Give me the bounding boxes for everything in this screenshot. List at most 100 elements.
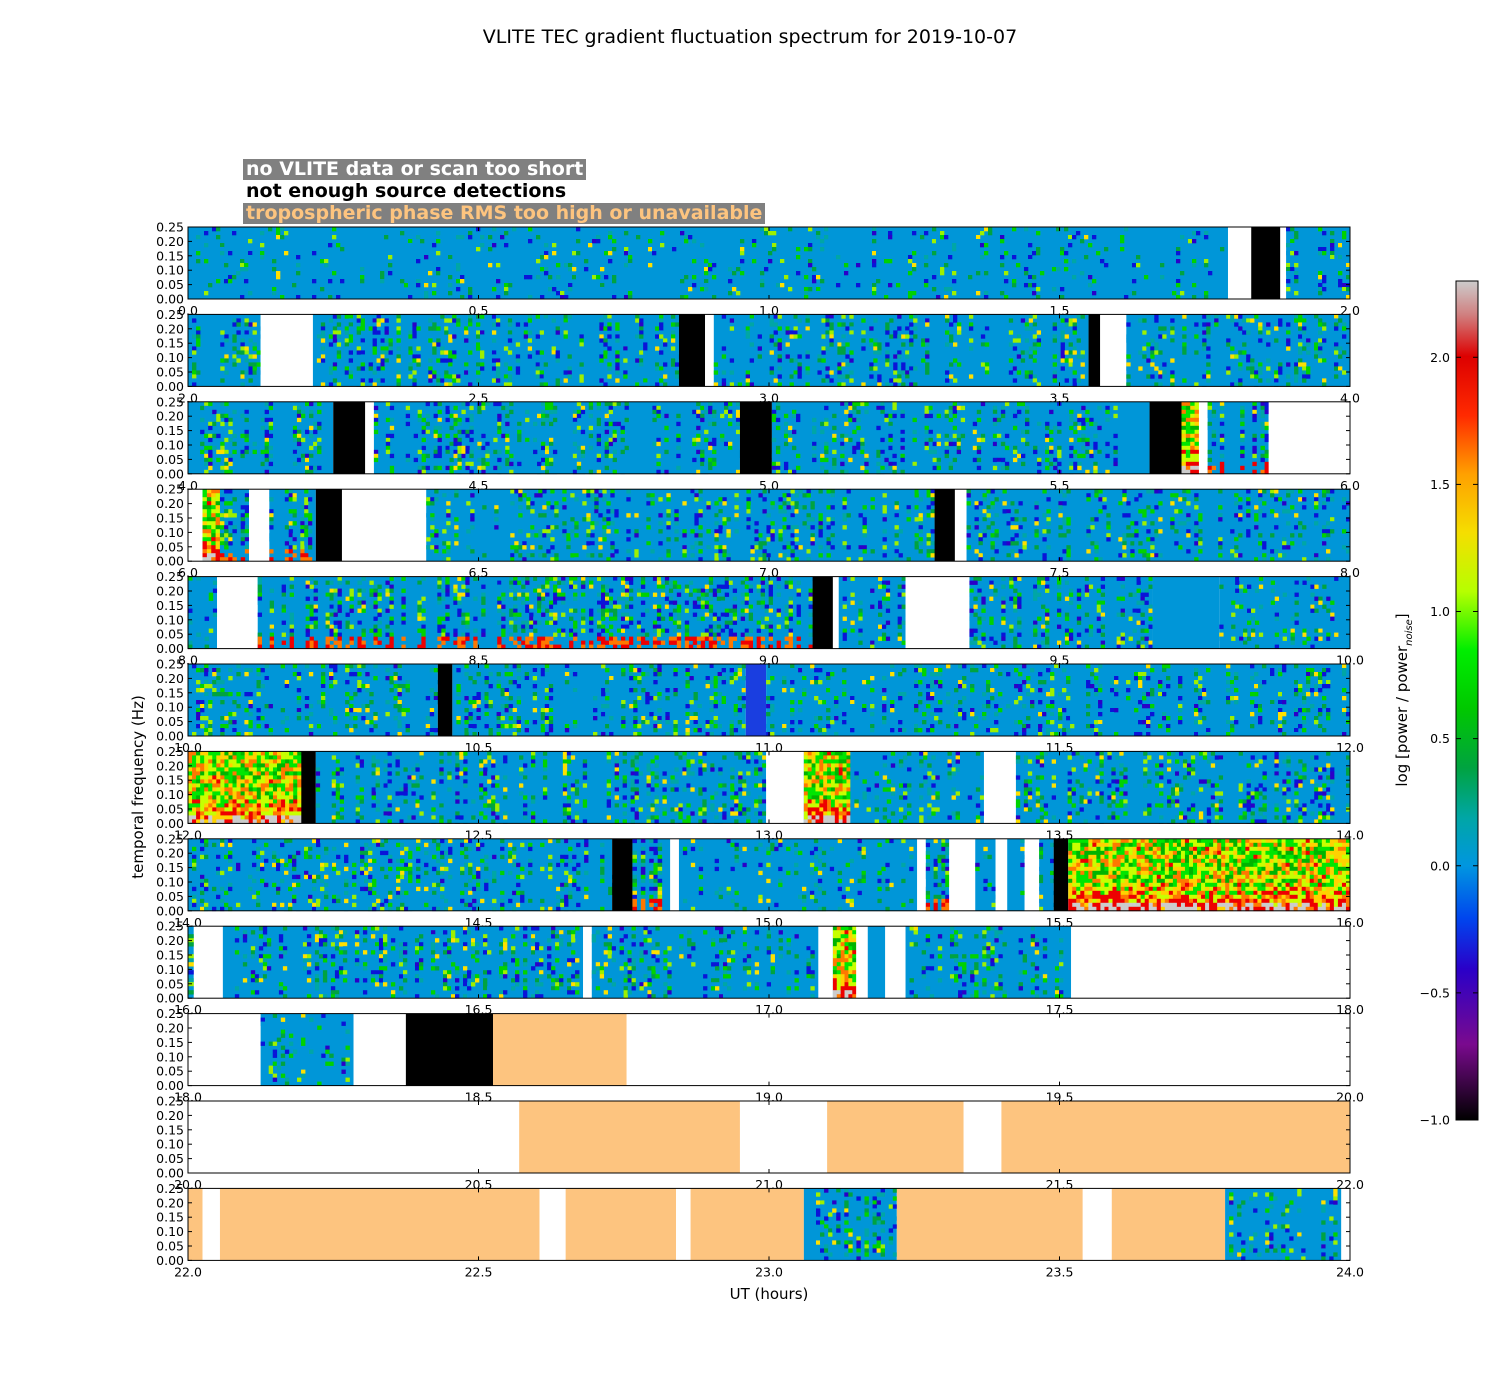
spectrum-cell (1211, 417, 1217, 423)
spectrum-cell (700, 243, 705, 248)
spectrum-cell (348, 370, 353, 375)
spectrum-cell (492, 287, 497, 292)
spectrum-cell (328, 295, 333, 300)
spectrum-cell (861, 330, 866, 335)
spectrum-cell (546, 549, 551, 554)
spectrum-cell (480, 354, 485, 359)
spectrum-cell (444, 358, 449, 363)
spectrum-cell (634, 549, 639, 554)
spectrum-cell (1211, 433, 1217, 439)
spectrum-cell (983, 291, 989, 296)
spectrum-cell (436, 378, 441, 383)
spectrum-cell (1286, 346, 1291, 351)
spectrum-cell (708, 461, 713, 467)
spectrum-cell (1194, 330, 1199, 335)
spectrum-cell (728, 445, 733, 451)
spectrum-cell (1123, 227, 1129, 232)
spectrum-cell (503, 342, 509, 347)
spectrum-cell (1254, 557, 1259, 562)
spectrum-cell (655, 382, 660, 387)
spectrum-cell (936, 441, 941, 447)
spectrum-cell (361, 640, 366, 645)
spectrum-cell (952, 409, 958, 415)
spectrum-cell (304, 537, 309, 542)
spectrum-cell (264, 445, 269, 451)
spectrum-cell (224, 263, 229, 268)
spectrum-cell (714, 533, 719, 538)
spectrum-cell (530, 545, 535, 550)
spectrum-cell (943, 295, 949, 300)
spectrum-cell (389, 640, 394, 645)
spectrum-cell (921, 342, 926, 347)
spectrum-cell (956, 449, 962, 455)
spectrum-cell (1069, 417, 1074, 423)
spectrum-cell (1246, 322, 1251, 327)
spectrum-cell (425, 413, 430, 419)
spectrum-cell (337, 600, 342, 605)
spectrum-cell (655, 326, 660, 331)
spectrum-cell (936, 425, 941, 431)
spectrum-cell (676, 465, 681, 471)
spectrum-cell (281, 608, 286, 613)
spectrum-cell (1238, 497, 1243, 502)
spectrum-cell (344, 330, 350, 335)
spectrum-cell (1034, 493, 1039, 498)
spectrum-cell (1260, 413, 1265, 419)
spectrum-cell (215, 505, 221, 510)
spectrum-cell (269, 513, 274, 518)
spectrum-cell (869, 362, 874, 367)
spectrum-cell (1298, 350, 1303, 355)
spectrum-cell (240, 263, 245, 268)
spectrum-cell (269, 517, 274, 522)
spectrum-cell (470, 509, 475, 514)
spectrum-cell (1032, 378, 1038, 383)
spectrum-cell (983, 295, 989, 300)
spectrum-cell (1049, 453, 1054, 459)
spectrum-cell (361, 576, 366, 581)
spectrum-cell (1298, 322, 1303, 327)
spectrum-cell (1031, 251, 1037, 256)
spectrum-cell (469, 469, 474, 475)
spectrum-cell (1298, 342, 1303, 347)
spectrum-cell (604, 429, 609, 435)
spectrum-cell (750, 533, 755, 538)
spectrum-cell (840, 417, 845, 423)
spectrum-cell (1093, 469, 1098, 475)
spectrum-cell (797, 362, 802, 367)
spectrum-cell (416, 358, 421, 363)
spectrum-cell (281, 584, 286, 589)
spectrum-cell (894, 513, 899, 518)
spectrum-cell (220, 441, 225, 447)
spectrum-cell (793, 334, 798, 339)
spectrum-cell (385, 425, 391, 431)
spectrum-cell (924, 445, 929, 451)
spectrum-cell (596, 437, 601, 443)
spectrum-cell (1016, 334, 1022, 339)
spectrum-cell (976, 401, 982, 407)
spectrum-cell (817, 334, 822, 339)
spectrum-cell (220, 421, 225, 427)
spectrum-cell (1091, 279, 1097, 284)
spectrum-cell (1326, 497, 1331, 502)
spectrum-cell (481, 457, 486, 463)
spectrum-cell (1230, 529, 1235, 534)
spectrum-cell (844, 441, 849, 447)
spectrum-cell (1146, 529, 1151, 534)
spectrum-cell (1057, 429, 1062, 435)
spectrum-cell (1158, 350, 1163, 355)
spectrum-cell (555, 378, 560, 383)
spectrum-cell (468, 370, 473, 375)
spectrum-cell (206, 497, 212, 502)
spectrum-cell (1282, 545, 1287, 550)
spectrum-cell (928, 405, 933, 411)
spectrum-cell (417, 628, 422, 633)
spectrum-cell (305, 604, 310, 609)
spectrum-cell (485, 441, 490, 447)
spectrum-cell (655, 362, 660, 367)
spectrum-cell (825, 378, 830, 383)
spectrum-cell (714, 529, 719, 534)
spectrum-cell (628, 255, 633, 260)
spectrum-cell (309, 608, 314, 613)
spectrum-cell (912, 449, 917, 455)
spectrum-cell (893, 330, 898, 335)
